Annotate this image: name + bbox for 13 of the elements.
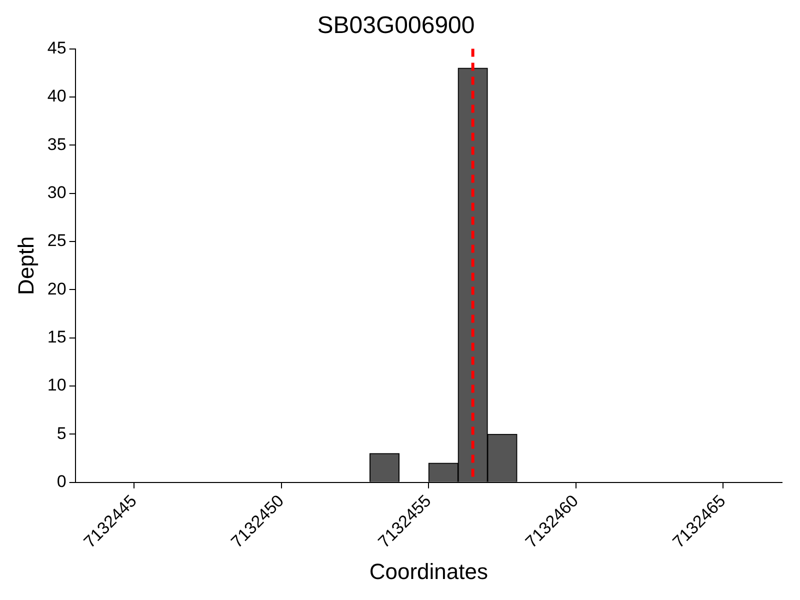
y-tick-label: 35 xyxy=(47,134,66,154)
y-tick-label: 30 xyxy=(47,183,66,202)
y-tick-label: 25 xyxy=(47,231,66,250)
y-tick-label: 40 xyxy=(47,86,66,106)
y-tick-label: 20 xyxy=(47,279,66,298)
y-tick-label: 0 xyxy=(56,472,66,492)
y-tick-label: 10 xyxy=(47,376,66,395)
y-tick-label: 5 xyxy=(56,424,66,443)
chart-title: SB03G006900 xyxy=(317,12,475,40)
y-tick-label: 15 xyxy=(47,328,66,347)
y-tick-label: 45 xyxy=(47,38,66,58)
x-axis-title: Coordinates xyxy=(369,558,488,584)
y-axis-title: Depth xyxy=(13,236,38,295)
